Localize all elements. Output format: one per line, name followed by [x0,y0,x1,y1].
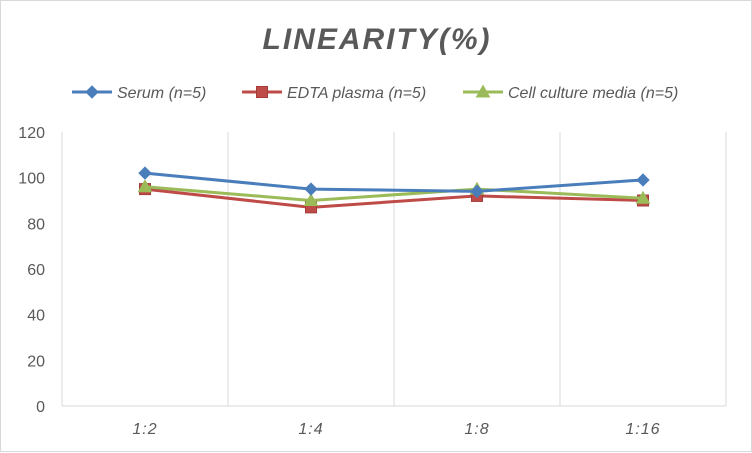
series-line [144,187,644,209]
legend-item: EDTA plasma (n=5) [242,85,426,102]
series-line [144,185,644,202]
y-tick-label: 120 [18,125,45,142]
legend: Serum (n=5) EDTA plasma (n=5) Cell culture… [72,84,678,102]
x-tick-label: 1:16 [625,421,660,438]
x-tick-label: 1:8 [464,421,489,438]
legend-label: Cell culture media (n=5) [508,85,678,102]
series-layer [137,166,651,214]
y-tick-label: 100 [18,171,45,188]
data-point-diamond [85,85,99,99]
x-tick-label: 1:2 [132,421,157,438]
grid [61,132,727,407]
legend-label: EDTA plasma (n=5) [287,85,426,102]
data-point-diamond [636,173,650,187]
chart-title: LINEARITY(%) [263,23,492,56]
legend-label: Serum (n=5) [117,85,206,102]
y-axis: 0 20 40 60 80 100 120 [18,125,45,416]
legend-item: Cell culture media (n=5) [463,84,678,102]
series-line [144,171,644,193]
data-point-triangle [303,192,319,206]
y-tick-label: 60 [27,262,45,279]
data-point-diamond [138,166,152,180]
data-point-diamond [304,182,318,196]
data-point-diamond [470,184,484,199]
x-tick-label: 1:4 [298,421,323,438]
y-tick-label: 80 [27,216,45,233]
y-tick-label: 40 [27,308,45,325]
series-0 [138,166,650,199]
data-point-triangle [635,190,651,204]
y-tick-label: 0 [36,399,45,416]
data-point-square [256,86,268,98]
x-axis: 1:2 1:4 1:8 1:16 [132,421,660,438]
data-point-triangle [475,84,491,98]
data-point-triangle [137,179,153,193]
y-tick-label: 20 [27,353,45,370]
legend-item: Serum (n=5) [72,85,206,102]
